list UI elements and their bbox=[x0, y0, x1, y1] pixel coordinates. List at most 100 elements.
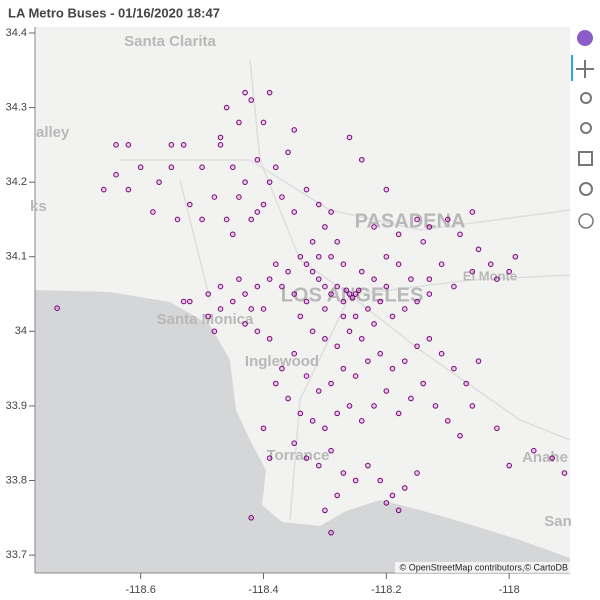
bus-point bbox=[365, 306, 371, 312]
bus-point bbox=[352, 373, 359, 379]
bus-point bbox=[414, 298, 420, 305]
bus-point bbox=[371, 224, 377, 230]
bus-point bbox=[309, 328, 316, 335]
bus-point bbox=[285, 149, 291, 156]
y-tick-label: 34.1 bbox=[6, 251, 27, 263]
attribution-bg bbox=[395, 562, 570, 573]
bus-point bbox=[469, 209, 476, 215]
bus-point bbox=[414, 470, 420, 476]
bus-point bbox=[340, 470, 347, 476]
bus-point bbox=[254, 328, 261, 335]
bus-point bbox=[444, 418, 451, 424]
bus-point bbox=[248, 515, 255, 521]
bus-point bbox=[279, 194, 285, 200]
bus-point bbox=[279, 365, 285, 372]
bus-point bbox=[401, 485, 408, 491]
bus-point bbox=[383, 500, 390, 506]
bus-point bbox=[438, 261, 445, 267]
bus-point bbox=[389, 492, 396, 499]
bus-point bbox=[205, 291, 212, 297]
bokeh-logo[interactable] bbox=[577, 30, 593, 46]
bus-point bbox=[328, 209, 334, 215]
bus-point bbox=[383, 253, 390, 260]
bus-point bbox=[426, 276, 433, 282]
bus-point bbox=[236, 194, 242, 200]
bus-point bbox=[549, 455, 555, 461]
bus-point bbox=[494, 425, 500, 432]
bus-point bbox=[408, 395, 414, 402]
x-tick-label: -118.6 bbox=[125, 584, 155, 596]
bus-point bbox=[309, 418, 316, 424]
bus-point bbox=[279, 283, 285, 290]
bus-point bbox=[309, 239, 316, 245]
bus-point bbox=[328, 529, 334, 536]
bus-point bbox=[463, 380, 469, 387]
bus-point bbox=[420, 380, 426, 387]
bus-point bbox=[328, 291, 334, 297]
bus-point bbox=[352, 477, 359, 484]
bus-point bbox=[340, 298, 347, 305]
map-ocean bbox=[35, 290, 570, 573]
bus-point bbox=[389, 365, 396, 372]
help-tool[interactable] bbox=[578, 213, 594, 229]
map-label: San bbox=[544, 513, 572, 530]
map-label: alley bbox=[36, 124, 70, 141]
bus-point bbox=[322, 335, 328, 342]
bus-point bbox=[315, 276, 322, 282]
y-tick-label: 33.7 bbox=[6, 549, 27, 561]
bus-point bbox=[303, 455, 310, 461]
bus-point bbox=[395, 261, 402, 267]
bus-point bbox=[328, 447, 334, 454]
bus-point bbox=[457, 231, 463, 238]
active-indicator bbox=[571, 55, 573, 81]
map-label: Inglewood bbox=[245, 353, 319, 370]
bus-point bbox=[217, 283, 224, 290]
map-label: Santa Clarita bbox=[124, 33, 216, 50]
bus-point bbox=[254, 156, 261, 163]
toolbar bbox=[571, 30, 594, 229]
bus-point bbox=[174, 216, 181, 223]
bus-point bbox=[297, 313, 304, 320]
bus-point bbox=[285, 395, 291, 402]
bus-point bbox=[291, 209, 298, 215]
bus-point bbox=[340, 313, 347, 320]
bus-point bbox=[487, 261, 494, 267]
bus-point bbox=[266, 335, 273, 342]
bus-point bbox=[349, 294, 356, 301]
pan-tool[interactable] bbox=[576, 60, 594, 78]
bus-point bbox=[414, 216, 420, 223]
bus-point bbox=[322, 507, 328, 514]
bus-point bbox=[217, 134, 224, 141]
bus-point bbox=[457, 432, 463, 439]
bus-point bbox=[229, 164, 236, 171]
bus-point bbox=[254, 209, 261, 215]
zoom-tool[interactable] bbox=[580, 92, 592, 104]
bus-point bbox=[371, 276, 377, 282]
bus-point bbox=[401, 306, 408, 312]
bus-point bbox=[334, 239, 341, 245]
bus-point bbox=[186, 298, 193, 305]
bus-point bbox=[475, 246, 482, 253]
bus-point bbox=[125, 186, 132, 193]
bus-point bbox=[242, 89, 248, 96]
bus-point bbox=[530, 447, 537, 454]
x-tick-label: -118.2 bbox=[371, 584, 401, 596]
bus-point bbox=[395, 507, 402, 514]
bus-point bbox=[389, 313, 396, 320]
bus-point bbox=[395, 231, 402, 238]
bus-point bbox=[236, 119, 242, 126]
bus-point bbox=[199, 216, 205, 223]
bus-point bbox=[383, 388, 390, 394]
bus-point bbox=[512, 253, 519, 260]
reset-tool[interactable] bbox=[579, 182, 593, 196]
bus-point bbox=[113, 171, 119, 178]
bus-point bbox=[309, 268, 316, 275]
wheel-zoom-tool[interactable] bbox=[580, 122, 592, 134]
map-label: PASADENA bbox=[355, 210, 466, 232]
bus-point bbox=[475, 358, 482, 364]
bus-point bbox=[248, 216, 255, 223]
y-tick-label: 34 bbox=[15, 325, 27, 337]
bus-point bbox=[322, 283, 328, 290]
save-tool[interactable] bbox=[578, 151, 593, 166]
bus-point bbox=[494, 276, 500, 282]
